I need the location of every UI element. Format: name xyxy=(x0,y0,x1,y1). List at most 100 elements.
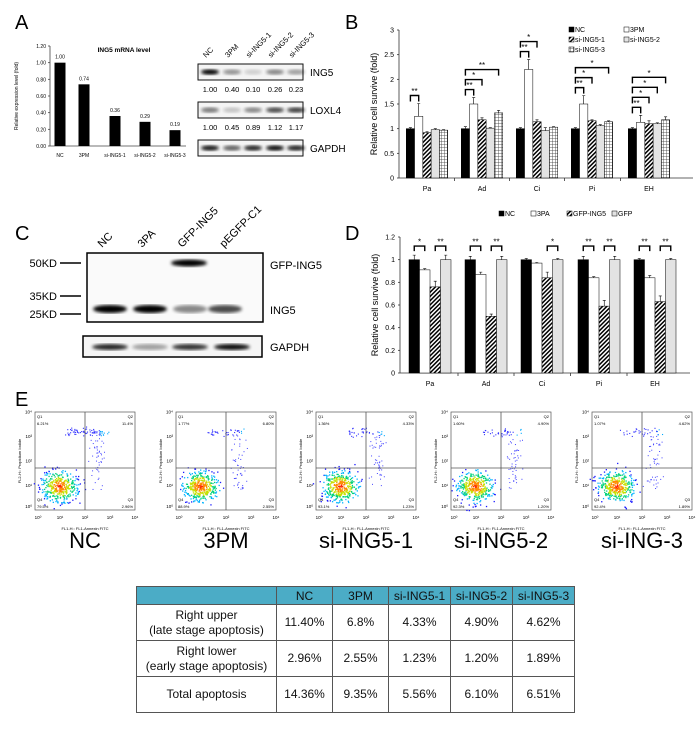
bar-3pa-pa xyxy=(419,269,431,374)
event-dot xyxy=(238,457,240,459)
event-dot xyxy=(192,476,195,479)
event-dot xyxy=(484,486,486,489)
event-dot xyxy=(48,475,50,478)
event-dot xyxy=(337,492,340,495)
event-dot xyxy=(60,491,63,493)
event-dot xyxy=(475,505,477,507)
event-dot xyxy=(199,491,202,493)
event-dot xyxy=(613,488,615,490)
event-dot xyxy=(52,486,54,488)
event-dot xyxy=(478,480,480,482)
event-dot xyxy=(618,473,620,475)
event-dot xyxy=(628,483,631,485)
significance-label: * xyxy=(590,59,593,68)
event-dot xyxy=(456,489,458,492)
event-dot xyxy=(619,489,621,491)
event-dot xyxy=(469,477,471,479)
event-dot xyxy=(330,494,332,496)
event-dot xyxy=(214,489,217,491)
event-dot xyxy=(626,487,628,490)
event-dot xyxy=(324,489,327,491)
event-dot xyxy=(329,492,331,494)
event-dot xyxy=(345,477,347,479)
event-dot xyxy=(72,494,74,496)
event-dot xyxy=(617,474,620,476)
event-dot xyxy=(627,488,629,491)
event-dot xyxy=(194,481,197,483)
event-dot xyxy=(97,455,99,457)
band-ing5 xyxy=(173,305,207,313)
event-dot xyxy=(610,489,612,491)
event-dot xyxy=(75,469,78,471)
event-dot xyxy=(336,484,339,486)
event-dot xyxy=(341,474,343,477)
event-dot xyxy=(479,492,481,494)
x-tick-label: 10³ xyxy=(248,515,255,520)
event-dot xyxy=(329,480,331,482)
event-dot xyxy=(196,474,198,476)
event-dot xyxy=(471,487,473,490)
event-dot xyxy=(344,483,346,486)
event-dot xyxy=(351,477,354,479)
table-cell: 6.10% xyxy=(450,676,513,713)
event-dot xyxy=(70,485,73,488)
event-dot xyxy=(198,486,200,489)
event-dot xyxy=(479,481,481,483)
event-dot xyxy=(336,491,338,493)
event-dot xyxy=(627,494,630,496)
row-title: Right upper xyxy=(175,607,238,622)
event-dot xyxy=(57,493,60,495)
event-dot xyxy=(485,505,488,508)
event-dot xyxy=(380,433,382,435)
bar-3pa-ci xyxy=(531,262,543,374)
x-tick-label: 10⁴ xyxy=(413,515,420,520)
significance-label: * xyxy=(639,89,642,98)
event-dot xyxy=(511,442,513,444)
event-dot xyxy=(631,495,633,497)
event-dot xyxy=(60,489,62,492)
event-dot xyxy=(96,452,98,454)
event-dot xyxy=(201,491,204,493)
event-dot xyxy=(609,492,612,494)
event-dot xyxy=(329,479,331,481)
event-dot xyxy=(195,482,197,485)
error-bar xyxy=(444,254,448,260)
event-dot xyxy=(493,493,496,496)
event-dot xyxy=(659,444,661,446)
event-dot xyxy=(347,492,350,494)
event-dot xyxy=(182,485,184,487)
event-dot xyxy=(67,480,70,482)
event-dot xyxy=(185,487,187,490)
error-bar xyxy=(497,110,501,113)
event-dot xyxy=(66,491,68,493)
event-dot xyxy=(618,491,621,493)
event-dot xyxy=(649,432,651,434)
x-tick-label-ci: Ci xyxy=(539,381,546,388)
significance-label: ** xyxy=(576,79,582,88)
event-dot xyxy=(180,488,182,491)
event-dot xyxy=(630,500,632,502)
event-dot xyxy=(66,475,69,477)
event-dot xyxy=(616,492,619,494)
event-dot xyxy=(462,480,464,482)
x-tick-label: 10¹ xyxy=(614,515,621,520)
quadrant-name: Q3 xyxy=(409,497,415,502)
event-dot xyxy=(618,480,620,482)
event-dot xyxy=(45,491,47,493)
x-tick-label-pa: Pa xyxy=(423,186,432,193)
event-dot xyxy=(222,430,224,432)
event-dot xyxy=(603,471,606,473)
event-dot xyxy=(66,480,68,483)
event-dot xyxy=(374,437,376,439)
event-dot xyxy=(650,479,652,481)
event-dot xyxy=(243,428,245,430)
event-dot xyxy=(620,474,622,476)
event-dot xyxy=(61,503,63,505)
event-dot xyxy=(204,489,206,491)
event-dot xyxy=(385,442,387,444)
error-bar xyxy=(637,258,641,260)
event-dot xyxy=(192,497,195,500)
event-dot xyxy=(66,482,69,484)
legend-item-gfp-ing5: GFP-ING5 xyxy=(566,210,606,218)
event-dot xyxy=(330,481,332,483)
